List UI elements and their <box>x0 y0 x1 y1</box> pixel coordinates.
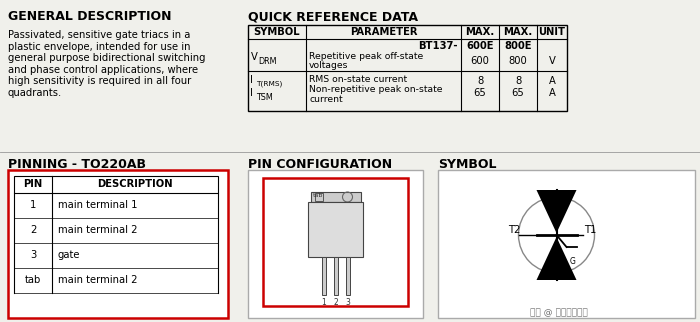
Text: 1: 1 <box>30 200 36 210</box>
Text: SYMBOL: SYMBOL <box>253 27 300 37</box>
Text: tab: tab <box>25 275 41 285</box>
Text: DESCRIPTION: DESCRIPTION <box>97 179 173 189</box>
Text: and phase control applications, where: and phase control applications, where <box>8 64 198 74</box>
Text: T1: T1 <box>584 225 597 235</box>
Text: Passivated, sensitive gate triacs in a: Passivated, sensitive gate triacs in a <box>8 30 190 40</box>
Text: 65: 65 <box>474 88 486 98</box>
Text: voltages: voltages <box>309 61 349 70</box>
Text: main terminal 2: main terminal 2 <box>58 225 137 235</box>
Text: T2: T2 <box>508 225 521 235</box>
Bar <box>333 257 337 295</box>
Text: G: G <box>570 257 575 266</box>
Text: 600: 600 <box>470 56 489 66</box>
Polygon shape <box>536 237 577 280</box>
Bar <box>263 178 408 306</box>
Text: 3: 3 <box>346 298 351 307</box>
Text: PARAMETER: PARAMETER <box>350 27 417 37</box>
Text: 1: 1 <box>321 298 326 307</box>
Bar <box>248 25 567 111</box>
Text: 65: 65 <box>512 88 524 98</box>
Text: current: current <box>309 95 342 104</box>
Text: gate: gate <box>58 250 80 260</box>
Bar <box>438 170 695 318</box>
Text: I: I <box>250 75 253 85</box>
Text: TSM: TSM <box>256 93 273 102</box>
Text: 2: 2 <box>333 298 338 307</box>
Text: A: A <box>549 76 555 86</box>
Text: 2: 2 <box>30 225 36 235</box>
Text: high sensitivity is required in all four: high sensitivity is required in all four <box>8 76 191 86</box>
Text: tab: tab <box>312 193 323 198</box>
Text: 头条 @ 李工谈元器件: 头条 @ 李工谈元器件 <box>530 308 588 317</box>
Bar <box>311 192 360 202</box>
Text: 800E: 800E <box>504 41 532 51</box>
Text: 3: 3 <box>30 250 36 260</box>
Text: main terminal 1: main terminal 1 <box>58 200 137 210</box>
Text: Non-repetitive peak on-state: Non-repetitive peak on-state <box>309 85 442 94</box>
Bar <box>248 170 423 318</box>
Bar <box>14 176 218 193</box>
Text: 8: 8 <box>477 76 483 86</box>
Bar <box>314 193 323 201</box>
Polygon shape <box>536 190 577 233</box>
Text: DRM: DRM <box>258 57 276 66</box>
Text: UNIT: UNIT <box>538 27 566 37</box>
Text: PINNING - TO220AB: PINNING - TO220AB <box>8 158 146 171</box>
Text: 800: 800 <box>509 56 527 66</box>
Text: quadrants.: quadrants. <box>8 88 62 98</box>
Text: MAX.: MAX. <box>503 27 533 37</box>
Text: 600E: 600E <box>466 41 494 51</box>
Text: MAX.: MAX. <box>466 27 495 37</box>
Text: GENERAL DESCRIPTION: GENERAL DESCRIPTION <box>8 10 171 23</box>
Text: RMS on-state current: RMS on-state current <box>309 75 407 84</box>
Bar <box>321 257 326 295</box>
Bar <box>8 170 228 318</box>
Bar <box>346 257 349 295</box>
Text: V: V <box>251 52 258 62</box>
Text: BT137-: BT137- <box>419 41 458 51</box>
Text: Repetitive peak off-state: Repetitive peak off-state <box>309 52 424 61</box>
Text: V: V <box>549 56 555 66</box>
Text: A: A <box>549 88 555 98</box>
Text: QUICK REFERENCE DATA: QUICK REFERENCE DATA <box>248 10 418 23</box>
Text: general purpose bidirectional switching: general purpose bidirectional switching <box>8 53 206 63</box>
Bar <box>308 202 363 257</box>
Text: PIN CONFIGURATION: PIN CONFIGURATION <box>248 158 392 171</box>
Text: 8: 8 <box>515 76 521 86</box>
Text: T(RMS): T(RMS) <box>256 80 282 87</box>
Text: PIN: PIN <box>23 179 43 189</box>
Text: SYMBOL: SYMBOL <box>438 158 496 171</box>
Text: main terminal 2: main terminal 2 <box>58 275 137 285</box>
Text: I: I <box>250 88 253 98</box>
Text: plastic envelope, intended for use in: plastic envelope, intended for use in <box>8 42 190 52</box>
